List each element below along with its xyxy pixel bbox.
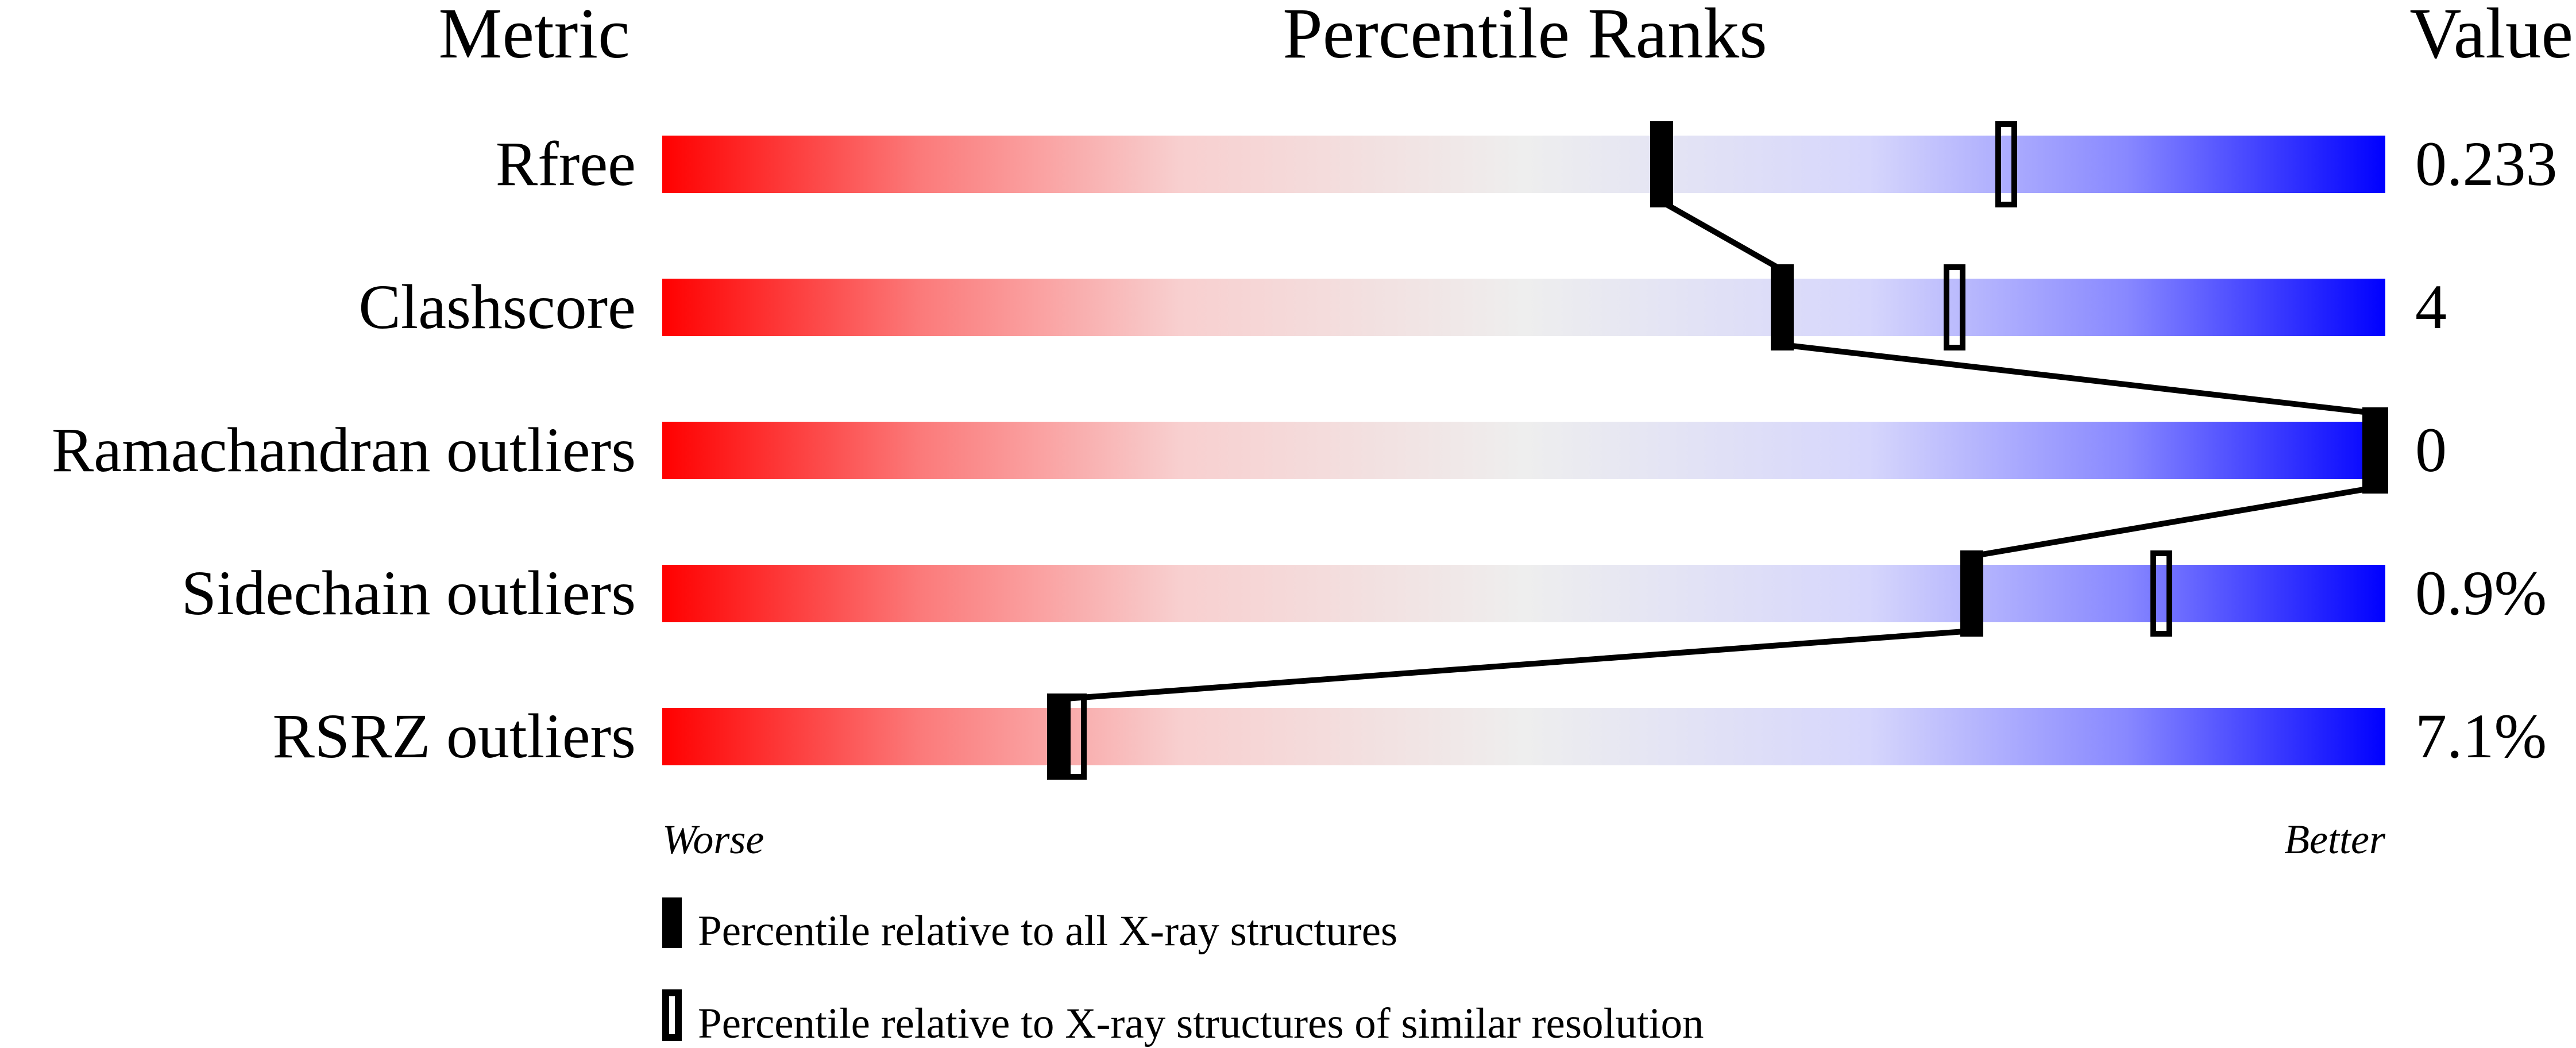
marker-all-structures (2362, 407, 2385, 494)
legend-open-marker-icon (662, 989, 682, 1041)
marker-all-structures (1960, 550, 1983, 637)
header-percentile-ranks: Percentile Ranks (1283, 0, 1767, 74)
header-value: Value (2409, 0, 2573, 74)
metric-value: 7.1% (2415, 701, 2547, 771)
metric-label: Ramachandran outliers (52, 415, 636, 485)
legend-open-label: Percentile relative to X-ray structures … (698, 1000, 1704, 1047)
better-label: Better (2284, 816, 2386, 862)
marker-similar-resolution (2150, 550, 2172, 637)
marker-all-structures (1047, 693, 1070, 780)
marker-similar-resolution (1995, 121, 2017, 207)
metric-label: Rfree (496, 129, 636, 199)
percentile-link-line (1782, 342, 2374, 416)
percentile-link-line (1660, 199, 1784, 273)
metric-value: 0.233 (2415, 129, 2558, 199)
percentile-bar (662, 422, 2385, 479)
marker-all-structures (1771, 264, 1794, 350)
worse-label: Worse (662, 816, 764, 862)
metric-label: Sidechain outliers (181, 558, 636, 628)
metric-label: Clashscore (358, 272, 636, 342)
metric-value: 0 (2415, 415, 2447, 485)
percentile-bar (662, 565, 2385, 622)
percentile-link-line (1971, 485, 2374, 559)
percentile-bar (662, 136, 2385, 193)
header-metric: Metric (438, 0, 629, 74)
marker-all-structures (1650, 121, 1673, 207)
metric-label: RSRZ outliers (272, 701, 636, 771)
percentile-bar (662, 708, 2385, 765)
legend-filled-marker-icon (662, 897, 682, 948)
legend-filled-label: Percentile relative to all X-ray structu… (698, 907, 1397, 955)
marker-similar-resolution (1944, 264, 1965, 350)
metric-value: 0.9% (2415, 558, 2547, 628)
metric-value: 4 (2415, 272, 2447, 342)
percentile-bar (662, 279, 2385, 336)
percentile-link-line (1058, 628, 1972, 702)
